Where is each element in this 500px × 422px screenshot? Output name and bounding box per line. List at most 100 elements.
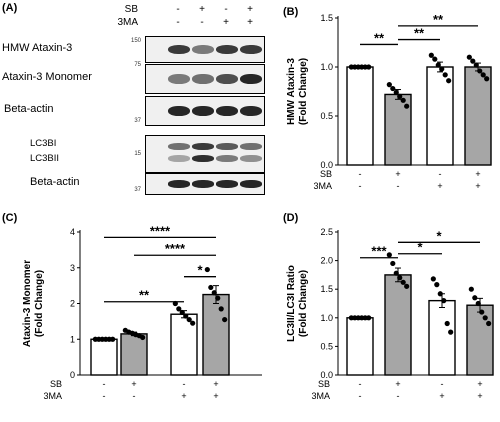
treatment-sb-label: SB [124, 4, 138, 15]
blot-band [240, 154, 262, 162]
y-axis-label-line: HMW Ataxin-3 [286, 58, 297, 125]
blot-band [240, 180, 262, 188]
bar [428, 299, 456, 376]
blot-band [240, 105, 262, 117]
data-point [470, 58, 476, 64]
y-tick-label: 3 [70, 263, 75, 273]
blot-label: LC3BI [30, 138, 57, 149]
treatment-sign: + [437, 181, 442, 191]
bar [384, 274, 412, 376]
bar [346, 317, 374, 376]
data-point [204, 266, 210, 273]
treatment-name: 3MA [43, 391, 62, 401]
data-point [110, 336, 116, 342]
y-tick-label: 2.5 [320, 227, 333, 237]
mw-marker: 37 [134, 118, 141, 124]
blot-image [145, 64, 265, 94]
y-tick-label: 1.0 [320, 62, 333, 72]
blot-label: Beta-actin [4, 103, 54, 115]
treatment-sign: - [397, 181, 400, 191]
data-point [208, 284, 214, 291]
data-point [466, 54, 472, 60]
blot-band [168, 180, 190, 188]
y-axis-label-line: Ataxin-3 Monomer [22, 260, 33, 347]
blot-band [168, 105, 190, 117]
blot-band [240, 73, 262, 85]
treatment-sign: + [213, 391, 218, 401]
blot-band [192, 143, 214, 151]
blot-band [216, 73, 238, 85]
treatment-sign: + [181, 391, 186, 401]
treatment-name: SB [318, 379, 330, 389]
treatment-sign: - [103, 379, 106, 389]
significance-label: ** [433, 12, 444, 27]
data-point [400, 279, 406, 285]
blot-band [192, 105, 214, 117]
treatment-sign: - [176, 17, 180, 28]
treatment-sign: - [359, 181, 362, 191]
data-point [397, 93, 403, 99]
data-point [479, 309, 485, 315]
chart-c-ataxin3-monomer: Ataxin-3 Monomer(Fold Change)01234******… [22, 223, 262, 401]
data-point [435, 62, 441, 68]
treatment-name: 3MA [311, 391, 330, 401]
blot-label: Ataxin-3 Monomer [2, 71, 92, 83]
treatment-sign: - [397, 391, 400, 401]
data-point [390, 260, 396, 267]
significance-label: ** [414, 26, 425, 41]
blot-image [145, 135, 265, 173]
blot-band [240, 143, 262, 151]
blot-band [216, 105, 238, 117]
treatment-sign: + [477, 379, 482, 389]
bar [202, 293, 230, 376]
bar [466, 304, 494, 376]
y-tick-label: 0.5 [320, 341, 333, 351]
significance-label: *** [371, 244, 387, 259]
data-point [404, 283, 410, 289]
bar [170, 313, 198, 376]
treatment-sign: + [223, 17, 229, 28]
data-point [366, 315, 372, 321]
blot-band [240, 44, 262, 55]
y-tick-label: 0.0 [320, 370, 333, 380]
data-point [441, 298, 447, 304]
treatment-sign: + [247, 4, 253, 15]
data-point [393, 270, 399, 276]
significance-label: * [197, 263, 203, 278]
mw-marker: 37 [134, 187, 141, 193]
treatment-sign: - [133, 391, 136, 401]
data-point [432, 56, 438, 62]
blot-band [192, 180, 214, 188]
data-point [222, 316, 228, 323]
panel-d-label: (D) [283, 212, 299, 224]
blot-label: HMW Ataxin-3 [2, 41, 73, 54]
y-axis-label: Ataxin-3 Monomer(Fold Change) [22, 260, 45, 347]
blot-image [145, 96, 265, 126]
blot-label: LC3BII [30, 153, 60, 164]
blot-band [168, 44, 190, 55]
data-point [183, 313, 189, 319]
bar [464, 66, 492, 166]
blot-image [145, 173, 265, 195]
data-point [386, 82, 392, 88]
data-point [397, 275, 403, 281]
treatment-sign: - [359, 379, 362, 389]
treatment-sign: + [247, 17, 253, 28]
data-point [390, 85, 396, 92]
blot-band [192, 44, 214, 55]
data-point [400, 97, 406, 103]
bar [346, 66, 374, 166]
panel-c-label: (C) [2, 212, 18, 224]
data-point [484, 76, 490, 82]
data-point [218, 306, 224, 312]
y-tick-label: 0.0 [320, 160, 333, 170]
blot-band [216, 154, 238, 162]
blot-image [145, 36, 265, 63]
y-axis-label-line: (Fold Change) [298, 270, 309, 337]
treatment-name: SB [320, 169, 332, 179]
mw-marker: 150 [130, 38, 141, 44]
data-point [442, 72, 448, 78]
data-point [404, 103, 410, 109]
data-point [179, 309, 185, 316]
data-point [480, 72, 486, 78]
